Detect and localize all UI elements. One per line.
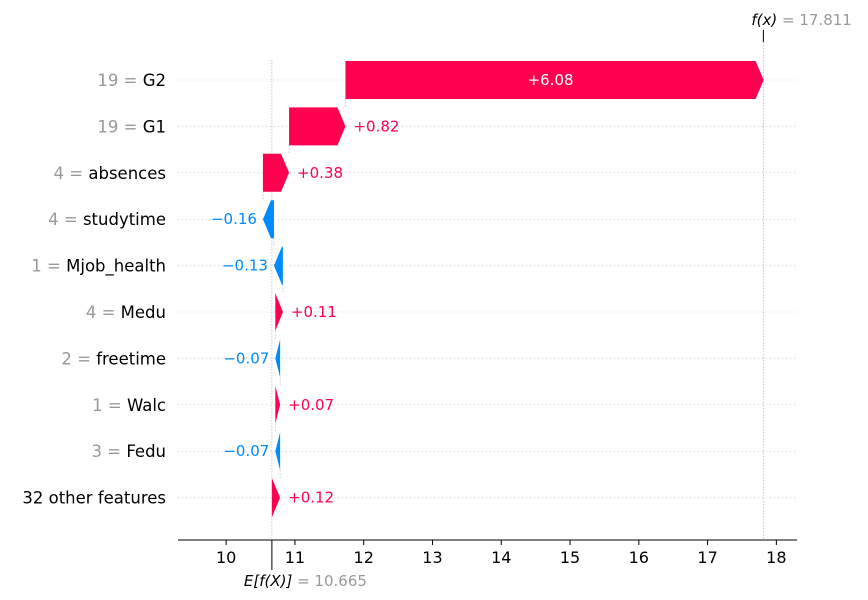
feature-value: 1 = [31, 257, 66, 276]
bar-g1 [289, 107, 346, 146]
feature-name: Fedu [126, 442, 166, 461]
feature-label: 4 = studytime [48, 210, 166, 229]
x-tick-label: 18 [766, 548, 786, 567]
bar-freetime [275, 339, 281, 378]
bar-absences [262, 153, 290, 192]
feature-value: 4 = [54, 164, 89, 183]
bar-fedu [275, 432, 281, 471]
x-tick-label: 12 [354, 548, 374, 567]
bar-walc [275, 385, 281, 424]
x-tick-label: 16 [629, 548, 649, 567]
output-value-annotation: f(x) = 17.811 [751, 11, 851, 29]
row-gridlines [178, 79, 797, 499]
x-tick-label: 13 [422, 548, 442, 567]
contribution-label: −0.16 [211, 210, 257, 228]
feature-label: 2 = freetime [61, 349, 166, 368]
feature-label: 3 = Fedu [92, 442, 167, 461]
feature-name: G2 [143, 71, 166, 90]
value-annotations: +6.08 +0.82 +0.38 −0.16 −0.13 +0.11 −0.07 +0.07… [211, 11, 852, 590]
feature-value: 19 = [97, 117, 142, 136]
feature-label: 19 = G1 [97, 117, 166, 136]
x-tick-label: 17 [697, 548, 717, 567]
feature-label: 4 = absences [54, 164, 166, 183]
x-tick-label: 14 [491, 548, 511, 567]
feature-label: 1 = Mjob_health [31, 257, 166, 277]
output-value-label: f(x) [751, 11, 777, 29]
bar-32-other-features [271, 478, 281, 517]
feature-name: freetime [96, 349, 166, 368]
base-value-annotation: E[f(X)] = 10.665 [244, 572, 367, 590]
output-value-text: = 17.811 [777, 11, 852, 29]
contribution-label: −0.13 [222, 257, 268, 275]
base-value-text: = 10.665 [292, 572, 367, 590]
reference-lines [262, 30, 764, 540]
bar-mjob_health [273, 246, 283, 285]
feature-name: Walc [127, 396, 166, 415]
bar-medu [275, 293, 283, 331]
contribution-label: −0.07 [223, 442, 269, 460]
feature-value: 1 = [92, 396, 127, 415]
feature-label: 1 = Walc [92, 396, 166, 415]
x-axis: 10 11 12 13 14 15 16 17 18 [178, 539, 797, 570]
feature-value: 4 = [48, 210, 83, 229]
feature-name: studytime [83, 210, 166, 229]
feature-value: 19 = [97, 71, 142, 90]
bars [262, 61, 764, 517]
feature-name: absences [88, 164, 166, 183]
x-tick-label: 10 [216, 548, 236, 567]
contribution-label: +0.38 [297, 164, 343, 182]
feature-label: 19 = G2 [97, 71, 166, 90]
contribution-label: +0.12 [288, 489, 334, 507]
bar-studytime [262, 200, 274, 239]
feature-name: G1 [143, 117, 166, 136]
contribution-label: −0.07 [223, 349, 269, 367]
contribution-label: +0.11 [291, 303, 337, 321]
feature-name: Mjob_health [66, 257, 166, 277]
x-tick-label: 11 [285, 548, 305, 567]
feature-value: 2 = [61, 349, 96, 368]
contribution-label: +0.07 [288, 396, 334, 414]
contribution-label: +0.82 [353, 117, 399, 135]
feature-label: 32 other features [22, 489, 166, 508]
feature-label: 4 = Medu [86, 303, 166, 322]
bar-g2 [345, 61, 764, 99]
feature-name: 32 other features [22, 489, 166, 508]
x-tick-label: 15 [560, 548, 580, 567]
feature-value: 4 = [86, 303, 121, 322]
contribution-label: +6.08 [528, 71, 574, 89]
feature-value: 3 = [92, 442, 127, 461]
feature-name: Medu [121, 303, 166, 322]
base-value-label: E[f(X)] [244, 572, 293, 590]
